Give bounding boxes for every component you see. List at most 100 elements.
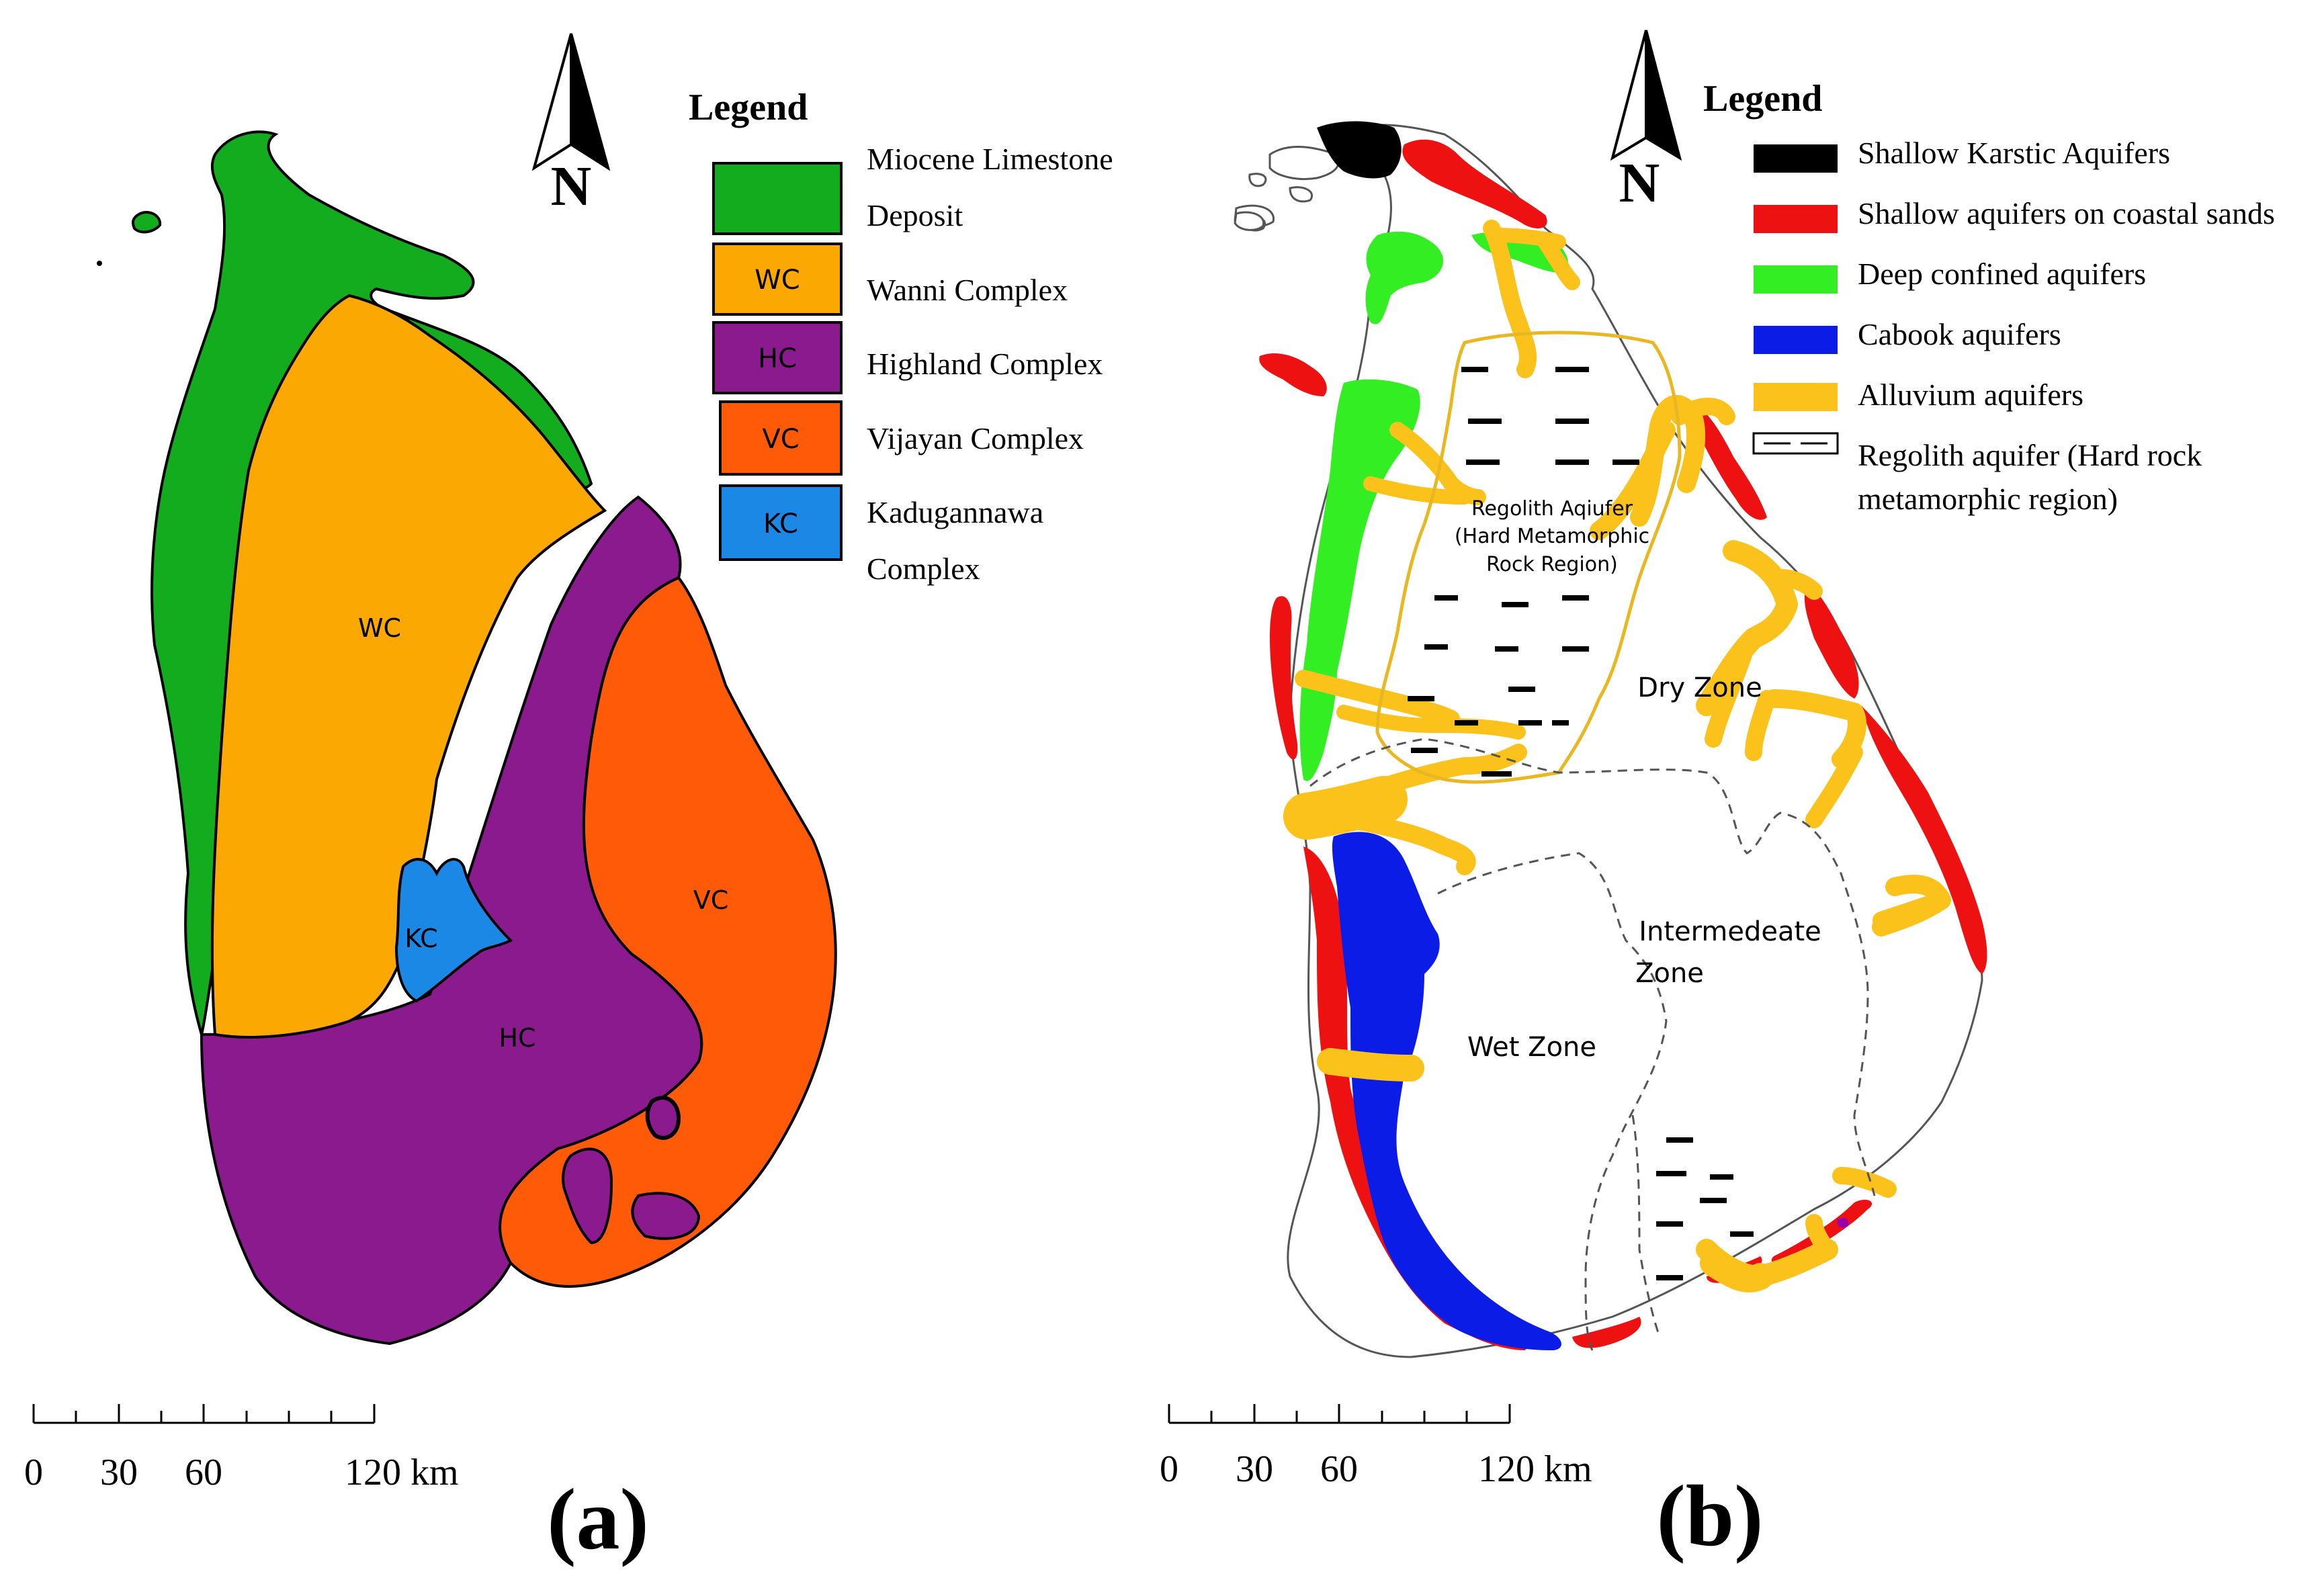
legend-b-label-alluvium: Alluvium aquifers — [1858, 378, 2083, 412]
legend-b-label-regolith-2: metamorphic region) — [1858, 482, 2118, 516]
scale-b-tick-30: 30 — [1236, 1448, 1273, 1490]
legend-a-swatch-wc — [712, 243, 843, 316]
scale-b-tick-120: 120 km — [1478, 1448, 1592, 1490]
legend-b-swatch-deep — [1754, 265, 1838, 294]
north-arrow-b-right — [1645, 30, 1682, 161]
wanni-complex-region — [210, 294, 607, 1039]
legend-a-label-kc-2: Complex — [867, 552, 980, 586]
legend-a-label-miocene-1: Miocene Limestone — [867, 142, 1113, 176]
hc-island-2 — [631, 1192, 701, 1240]
coastal-sand-aquifer-nw — [1259, 353, 1327, 396]
north-label-b: N — [1619, 152, 1660, 214]
alluvium-e-long — [1590, 421, 1676, 540]
alluvium-e2 — [1764, 689, 1866, 769]
islet-b-4 — [1289, 186, 1313, 203]
north-arrow-b: N — [1610, 30, 1682, 214]
legend-b-swatch-coastal — [1754, 205, 1838, 233]
scale-a-tick-120: 120 km — [345, 1452, 459, 1493]
regolith-dashes-south — [1656, 1137, 1754, 1280]
legend-a-code-vc: VC — [762, 424, 799, 455]
legend-a-label-wc: Wanni Complex — [867, 273, 1068, 307]
alluvium-w2 — [1363, 476, 1472, 505]
wet-intermediate-boundary-2 — [1631, 1114, 1661, 1338]
coastal-sand-aquifer-w — [1270, 596, 1298, 760]
alluvium-e3 — [1805, 744, 1863, 828]
map-label-intermediate-2: Zone — [1635, 958, 1704, 989]
alluvium-se1 — [1832, 1167, 1897, 1198]
alluvium-sw1 — [1335, 744, 1527, 808]
purple-fleck-se — [1837, 1218, 1849, 1228]
hc-island-3 — [645, 1096, 681, 1140]
legend-b-label-regolith-1: Regolith aquifer (Hard rock — [1858, 438, 2202, 472]
legend-a-swatch-hc — [712, 321, 843, 394]
alluvium-n2 — [1491, 228, 1566, 249]
alluvium-regolith-left2 — [1336, 705, 1526, 740]
alluvium-e1c — [1705, 636, 1756, 748]
coastal-sand-aquifer-e3 — [1861, 705, 1987, 974]
islet-dot — [97, 261, 102, 266]
alluvium-e4b — [1873, 891, 1950, 929]
legend-a-title: Legend — [689, 87, 808, 128]
legend-a-label-kc-1: Kadugannawa — [867, 495, 1043, 529]
alluvium-e1 — [1696, 540, 1798, 716]
scale-a-tick-30: 30 — [100, 1452, 138, 1493]
cabook-aquifer — [1332, 832, 1561, 1350]
coastal-sand-aquifer-sw — [1303, 846, 1526, 1350]
legend-a-code-hc: HC — [758, 343, 797, 374]
legend-a: Legend Miocene Limestone Deposit WC Wann… — [689, 87, 1113, 586]
legend-b-label-coastal: Shallow aquifers on coastal sands — [1858, 196, 2275, 230]
scale-bar-a — [32, 1404, 376, 1424]
coastal-sand-aquifer-s — [1572, 1317, 1641, 1348]
hc-island-1 — [562, 1147, 613, 1245]
north-islands-b — [1268, 146, 1340, 181]
coastal-sand-aquifer-e1 — [1693, 403, 1767, 520]
legend-b-label-deep: Deep confined aquifers — [1858, 257, 2146, 291]
north-arrow-b-left — [1610, 30, 1647, 161]
panel-a-label: (a) — [547, 1471, 649, 1568]
map-label-intermediate-1: Intermedeate — [1639, 916, 1821, 947]
legend-a-swatch-vc — [719, 400, 843, 476]
map-label-wc: WC — [358, 613, 401, 643]
map-label-wet-zone: Wet Zone — [1467, 1032, 1596, 1063]
scale-b-tick-60: 60 — [1320, 1448, 1358, 1490]
map-label-vc: VC — [693, 885, 729, 915]
map-label-hc: HC — [499, 1023, 535, 1053]
north-arrow-a-right — [570, 33, 611, 171]
panel-b-map: Regolith Aqiufer (Hard Metamorphic Rock … — [1234, 121, 1987, 1358]
north-label-a: N — [551, 155, 592, 218]
alluvium-sw2 — [1342, 811, 1476, 875]
alluvium-n1 — [1483, 220, 1537, 378]
shallow-karstic-aquifer — [1317, 121, 1402, 179]
legend-a-code-kc: KC — [763, 509, 798, 539]
dry-intermediate-boundary — [1309, 738, 1876, 1196]
map-label-regolith-1: Regolith Aqiufer — [1471, 497, 1633, 521]
alluvium-e-loop2 — [1671, 398, 1735, 425]
legend-a-label-miocene-2: Deposit — [867, 198, 963, 232]
map-label-regolith-2: (Hard Metamorphic — [1455, 525, 1649, 548]
alluvium-e1b — [1772, 569, 1823, 600]
coastal-sand-aquifer-n — [1402, 139, 1547, 228]
delft-island — [131, 211, 162, 234]
legend-b-swatch-alluvium — [1754, 383, 1838, 411]
legend-b-label-karstic: Shallow Karstic Aquifers — [1858, 136, 2170, 170]
scale-b-tick-0: 0 — [1160, 1448, 1178, 1490]
scale-bar-b — [1168, 1404, 1511, 1424]
climate-zone-boundaries — [1309, 738, 1876, 1351]
vijayan-complex-region — [499, 576, 837, 1288]
alluvium-e2b — [1745, 690, 1776, 761]
scale-a-tick-0: 0 — [24, 1452, 43, 1493]
regolith-aquifer-boundary — [1375, 331, 1682, 784]
alluvium-w1 — [1389, 422, 1486, 505]
kadugannawa-complex-region — [394, 858, 513, 1003]
deep-confined-aquifer-n — [1365, 231, 1444, 324]
legend-a-swatch-kc — [719, 484, 843, 561]
legend-b-swatch-karstic — [1754, 144, 1838, 173]
scale-a-tick-60: 60 — [185, 1452, 222, 1493]
north-arrow-a: N — [531, 33, 611, 218]
alluvium-ne — [1537, 234, 1580, 290]
legend-a-label-vc: Vijayan Complex — [867, 421, 1084, 455]
legend-a-swatch-miocene — [712, 162, 843, 235]
legend-a-label-hc: Highland Complex — [867, 347, 1103, 381]
map-label-regolith-3: Rock Region) — [1486, 553, 1618, 576]
